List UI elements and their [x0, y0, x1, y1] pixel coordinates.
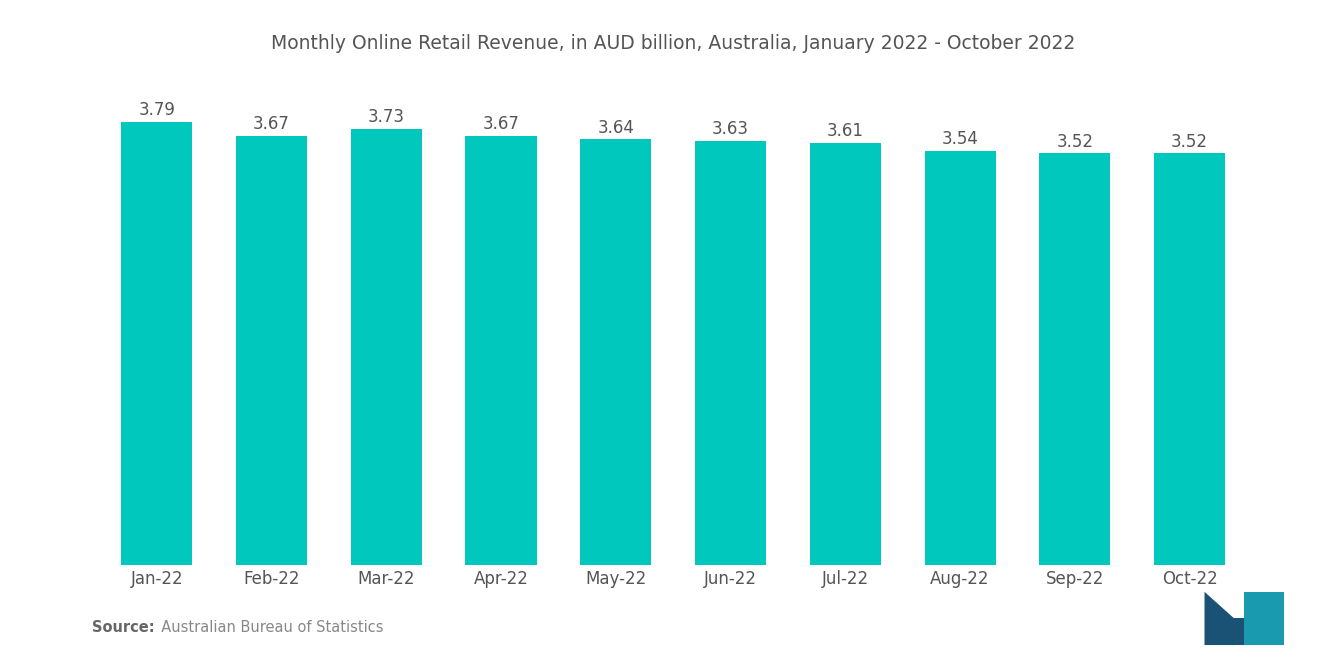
Bar	[809, 143, 880, 565]
Bar	[121, 122, 193, 565]
Title: Monthly Online Retail Revenue, in AUD billion, Australia, January 2022 - October: Monthly Online Retail Revenue, in AUD bi…	[271, 34, 1076, 53]
Polygon shape	[1243, 592, 1283, 645]
Text: 3.67: 3.67	[483, 115, 520, 133]
Bar	[696, 140, 766, 565]
Polygon shape	[1234, 618, 1243, 645]
Text: 3.67: 3.67	[253, 115, 290, 133]
Bar	[351, 129, 422, 565]
Text: 3.54: 3.54	[941, 130, 978, 148]
Text: 3.64: 3.64	[598, 118, 634, 136]
Bar	[466, 136, 537, 565]
Bar	[924, 151, 995, 565]
Polygon shape	[1204, 592, 1234, 645]
Bar	[236, 136, 308, 565]
Text: 3.61: 3.61	[826, 122, 863, 140]
Bar	[581, 140, 651, 565]
Text: 3.52: 3.52	[1056, 132, 1093, 150]
Text: 3.79: 3.79	[139, 101, 176, 119]
Text: 3.52: 3.52	[1171, 132, 1208, 150]
Text: 3.63: 3.63	[711, 120, 748, 138]
Bar	[1039, 154, 1110, 565]
Text: Source:: Source:	[92, 620, 154, 635]
Text: Australian Bureau of Statistics: Australian Bureau of Statistics	[152, 620, 383, 635]
Text: 3.73: 3.73	[368, 108, 405, 126]
Bar	[1154, 154, 1225, 565]
